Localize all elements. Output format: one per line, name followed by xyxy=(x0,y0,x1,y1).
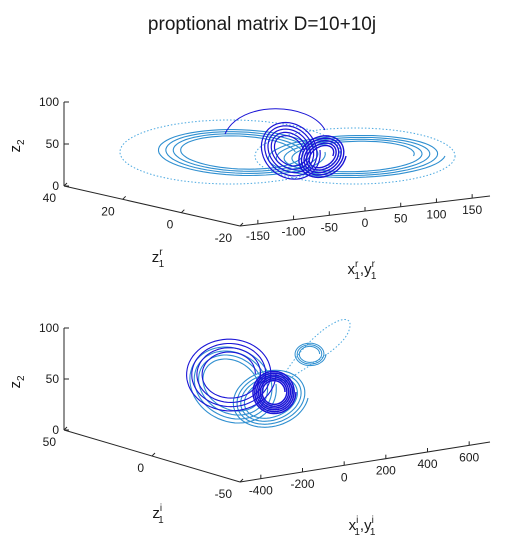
top-x-axis-label: xr 1,yr 1 xyxy=(348,259,377,282)
top-x-tick-label: -50 xyxy=(321,220,339,234)
top-y-tick xyxy=(63,182,68,187)
top-z-tick-label: 50 xyxy=(46,137,60,151)
top-y-tick-label: 20 xyxy=(101,204,115,218)
bottom-series-slave xyxy=(252,370,297,415)
bottom-y-tick-label: 0 xyxy=(137,461,144,475)
top-x-tick-label: 0 xyxy=(362,216,369,230)
bottom-x-tick-label: 400 xyxy=(417,457,437,471)
top-x-tick-label: 150 xyxy=(462,203,482,217)
bottom-z-tick-label: 100 xyxy=(39,321,59,335)
bottom-z-tick-label: 50 xyxy=(46,372,60,386)
bottom-x-tick-label: -400 xyxy=(249,484,273,498)
top-y-axis-line xyxy=(63,185,241,227)
bottom-series-master xyxy=(189,346,277,424)
top-series-slave xyxy=(224,108,326,135)
bottom-y-axis-label: zi 1 xyxy=(152,503,164,526)
top-x-tick-label: -100 xyxy=(282,225,306,239)
bottom-z-axis-label: z2 xyxy=(7,375,27,389)
bottom-x-axis-line xyxy=(239,441,491,483)
bottom-y-tick-label: -50 xyxy=(215,487,233,501)
bottom-x-tick-label: 200 xyxy=(376,464,396,478)
top-z-axis-label: z2 xyxy=(7,139,27,153)
top-series-slave xyxy=(298,135,347,179)
bottom-x-tick-label: 600 xyxy=(459,450,479,464)
top-y-tick xyxy=(180,209,185,214)
bottom-x-axis-label: xi 1,yi 1 xyxy=(349,515,376,538)
top-y-axis-label: zr 1 xyxy=(152,247,165,270)
bottom-series-slave xyxy=(186,338,277,412)
top-x-tick-label: 100 xyxy=(426,207,446,221)
bottom-y-tick-label: 50 xyxy=(43,435,57,449)
bottom-y-tick xyxy=(151,452,156,457)
top-y-tick xyxy=(239,222,244,227)
bottom-y-tick xyxy=(63,426,68,431)
top-y-tick-label: -20 xyxy=(215,231,233,245)
bottom-x-tick-label: 0 xyxy=(341,470,348,484)
top-x-tick-label: -150 xyxy=(246,229,270,243)
bottom-y-tick xyxy=(239,478,244,483)
top-y-tick-label: 0 xyxy=(167,218,174,232)
bottom-x-tick-label: -200 xyxy=(290,477,314,491)
bottom-series-master xyxy=(294,342,327,367)
top-y-tick-label: 40 xyxy=(43,191,57,205)
top-z-tick-label: 0 xyxy=(52,179,59,193)
bottom-series-master xyxy=(232,369,309,428)
top-series-dotted xyxy=(254,127,456,185)
figure-title: proptional matrix D=10+10j xyxy=(148,14,376,35)
top-z-tick-label: 100 xyxy=(39,95,59,109)
bottom-z-tick-label: 0 xyxy=(52,423,59,437)
top-y-tick xyxy=(122,195,127,200)
top-x-tick-label: 50 xyxy=(394,212,408,226)
